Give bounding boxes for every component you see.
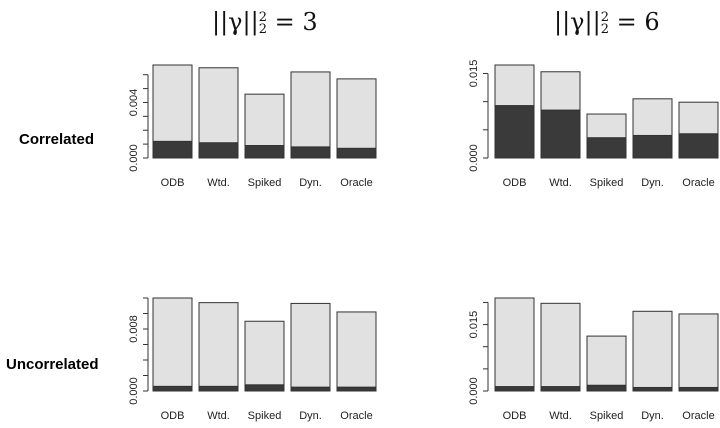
chart-correlated-3-bar-dyn-lower — [290, 146, 331, 159]
chart-correlated-6: 0.000 0.015 ODB Wtd. Spiked Dyn. Oracle — [468, 60, 719, 189]
chart-uncorrelated-3-bar-dyn-upper — [290, 302, 331, 388]
chart-correlated-6-ytick-label: 0.015 — [468, 60, 480, 88]
chart-uncorrelated-6-xtick-label: Oracle — [682, 410, 714, 422]
chart-uncorrelated-6-ytick-label: 0.000 — [468, 377, 480, 405]
chart-correlated-3-xtick-label: Dyn. — [299, 177, 322, 189]
chart-uncorrelated-6-xtick-label: Spiked — [590, 410, 624, 422]
chart-correlated-3-bar-oracle-lower — [336, 147, 377, 159]
chart-correlated-6-bar-dyn-upper — [632, 98, 673, 136]
chart-uncorrelated-6-bar-odb-upper — [494, 297, 535, 388]
chart-uncorrelated-6-bar-odb-lower — [494, 386, 535, 392]
chart-correlated-3-bar-dyn-upper — [290, 71, 331, 148]
chart-correlated-6-xtick-label: Oracle — [682, 177, 714, 189]
chart-uncorrelated-3-bar-spiked-upper — [244, 320, 285, 386]
chart-uncorrelated-3-xtick-label: Spiked — [248, 410, 282, 422]
chart-uncorrelated-3-xtick-label: Wtd. — [207, 410, 230, 422]
chart-uncorrelated-6-ytick-label: 0.015 — [468, 311, 480, 339]
chart-correlated-3-bar-spiked-upper — [244, 93, 285, 147]
chart-correlated-3-xtick-label: Wtd. — [207, 177, 230, 189]
chart-uncorrelated-6-xtick-label: Wtd. — [549, 410, 572, 422]
chart-uncorrelated-3-bar-odb-upper — [152, 297, 193, 387]
chart-uncorrelated-6-bar-oracle-upper — [678, 313, 719, 388]
chart-uncorrelated-3-bar-wtd-upper — [198, 302, 239, 387]
chart-correlated-6-bar-odb-lower — [494, 105, 535, 159]
chart-correlated-6-bar-spiked-upper — [586, 113, 627, 139]
column-title-2-base: ||γ|| — [554, 8, 601, 36]
chart-correlated-6-bar-dyn-lower — [632, 134, 673, 159]
chart-correlated-6-xtick-label: Dyn. — [641, 177, 664, 189]
column-title-1-sub: 2 — [258, 21, 267, 37]
chart-correlated-6-xtick-label: Wtd. — [549, 177, 572, 189]
chart-uncorrelated-6-bar-spiked-upper — [586, 335, 627, 386]
chart-uncorrelated-3-bar-dyn-lower — [290, 386, 331, 392]
chart-uncorrelated-3-xtick-label: Dyn. — [299, 410, 322, 422]
column-title-2-rhs: = 6 — [616, 8, 660, 36]
chart-correlated-3-bar-oracle-upper — [336, 78, 377, 149]
column-title-1-rhs: = 3 — [274, 8, 318, 36]
chart-correlated-6-xtick-label: ODB — [503, 177, 527, 189]
chart-uncorrelated-6-xtick-label: ODB — [503, 410, 527, 422]
chart-correlated-3-bar-wtd-upper — [198, 67, 239, 144]
chart-uncorrelated-6-bar-spiked-lower — [586, 384, 627, 392]
chart-correlated-3-bar-wtd-lower — [198, 142, 239, 159]
chart-uncorrelated-3-bar-oracle-upper — [336, 311, 377, 388]
column-title-1-base: ||γ|| — [212, 8, 259, 36]
chart-correlated-6-bar-wtd-upper — [540, 71, 581, 111]
chart-uncorrelated-3-ytick-label: 0.000 — [128, 377, 140, 405]
chart-correlated-3-xtick-label: Oracle — [340, 177, 372, 189]
chart-correlated-3-bar-odb-upper — [152, 64, 193, 142]
column-title-2-sup: 2 — [600, 9, 609, 25]
column-title-2: ||γ|| 2 2 = 6 — [554, 8, 660, 36]
chart-correlated-6-bar-oracle-upper — [678, 101, 719, 135]
chart-uncorrelated-6-bar-wtd-upper — [540, 302, 581, 388]
row-label-uncorrelated: Uncorrelated — [6, 356, 99, 373]
chart-correlated-3-bar-odb-lower — [152, 140, 193, 159]
chart-uncorrelated-3-bar-oracle-lower — [336, 386, 377, 392]
chart-uncorrelated-3-xtick-label: ODB — [161, 410, 185, 422]
chart-correlated-6-bar-wtd-lower — [540, 109, 581, 159]
column-title-2-sub: 2 — [600, 21, 609, 37]
chart-correlated-3-ytick-label: 0.000 — [128, 144, 140, 172]
chart-correlated-6-ytick-label: 0.000 — [468, 144, 480, 172]
chart-correlated-6-bar-odb-upper — [494, 64, 535, 107]
chart-correlated-3: 0.000 0.004 ODB Wtd. Spiked Dyn. Oracle — [128, 64, 377, 189]
chart-uncorrelated-3-bar-odb-lower — [152, 385, 193, 392]
chart-correlated-6-bar-oracle-lower — [678, 133, 719, 159]
chart-correlated-3-xtick-label: Spiked — [248, 177, 282, 189]
column-title-1-sup: 2 — [258, 9, 267, 25]
chart-correlated-6-xtick-label: Spiked — [590, 177, 624, 189]
chart-correlated-6-bar-spiked-lower — [586, 137, 627, 159]
chart-uncorrelated-6-bar-oracle-lower — [678, 386, 719, 392]
chart-uncorrelated-6-bar-dyn-lower — [632, 386, 673, 392]
chart-correlated-3-xtick-label: ODB — [161, 177, 185, 189]
column-title-1: ||γ|| 2 2 = 3 — [212, 8, 318, 36]
chart-uncorrelated-6-xtick-label: Dyn. — [641, 410, 664, 422]
row-label-correlated: Correlated — [19, 131, 95, 148]
chart-uncorrelated-3-bar-wtd-lower — [198, 385, 239, 392]
chart-uncorrelated-3-ytick-label: 0.008 — [128, 315, 140, 343]
chart-uncorrelated-6-bar-dyn-upper — [632, 310, 673, 388]
chart-uncorrelated-3-xtick-label: Oracle — [340, 410, 372, 422]
chart-uncorrelated-3-bar-spiked-lower — [244, 384, 285, 392]
chart-uncorrelated-6-bar-wtd-lower — [540, 386, 581, 392]
chart-correlated-3-bar-spiked-lower — [244, 145, 285, 159]
chart-correlated-3-ytick-label: 0.004 — [128, 89, 140, 117]
chart-uncorrelated-6: 0.000 0.015 ODB Wtd. Spiked Dyn. Oracle — [468, 297, 719, 422]
chart-uncorrelated-3: 0.000 0.008 ODB Wtd. Spiked Dyn. Oracle — [128, 297, 377, 422]
